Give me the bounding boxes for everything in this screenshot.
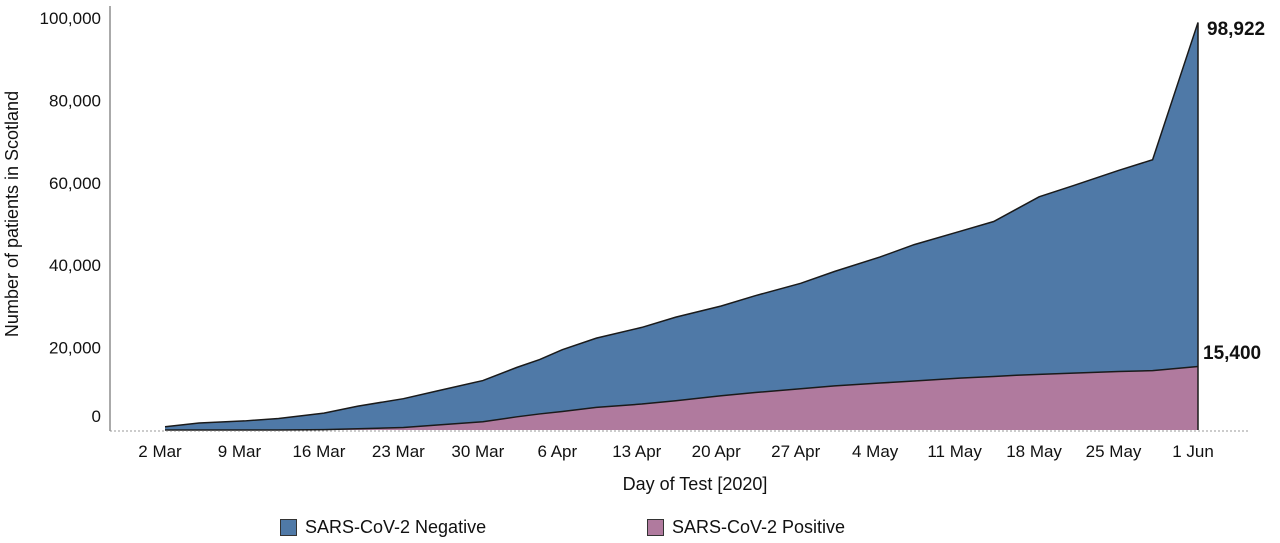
x-tick-label: 18 May [1006,442,1062,461]
legend: SARS-CoV-2 Negative SARS-CoV-2 Positive [0,517,1280,541]
x-tick-label: 6 Apr [537,442,577,461]
legend-swatch-negative [280,519,297,536]
y-tick-label: 80,000 [49,91,101,110]
series-negative-area [165,22,1198,431]
x-tick-label: 16 Mar [292,442,345,461]
series-total-outline [164,22,1199,430]
area-layers [164,22,1199,431]
legend-item-positive: SARS-CoV-2 Positive [647,517,845,538]
x-tick-labels: 2 Mar 9 Mar 16 Mar 23 Mar 30 Mar 6 Apr 13 Apr 2… [138,442,1214,461]
x-axis-title: Day of Test [2020] [623,474,768,494]
legend-item-negative: SARS-CoV-2 Negative [280,517,486,538]
y-tick-label: 40,000 [49,256,101,275]
y-tick-labels: 0 20,000 40,000 60,000 80,000 100,000 [40,9,101,426]
series-positive-area [165,366,1198,430]
x-tick-label: 30 Mar [451,442,504,461]
x-tick-label: 23 Mar [372,442,425,461]
y-tick-label: 100,000 [40,9,101,28]
x-tick-label: 25 May [1086,442,1142,461]
x-tick-label: 4 May [852,442,899,461]
x-tick-label: 2 Mar [138,442,182,461]
legend-label-positive: SARS-CoV-2 Positive [672,517,846,537]
legend-label-negative: SARS-CoV-2 Negative [305,517,487,537]
end-label-positive: 15,400 [1203,343,1261,364]
series-positive-outline [165,365,1199,431]
x-tick-label: 1 Jun [1172,442,1214,461]
y-tick-label: 0 [92,407,101,426]
x-tick-label: 11 May [927,442,982,461]
end-label-total: 98,922 [1207,19,1265,40]
y-tick-label: 60,000 [49,174,101,193]
x-tick-label: 9 Mar [218,442,262,461]
y-tick-label: 20,000 [49,339,101,358]
x-tick-label: 13 Apr [612,442,661,461]
legend-swatch-positive [647,519,664,536]
y-axis-title: Number of patients in Scotland [2,91,22,337]
x-tick-label: 20 Apr [692,442,741,461]
axes [109,6,1250,432]
x-tick-label: 27 Apr [771,442,820,461]
